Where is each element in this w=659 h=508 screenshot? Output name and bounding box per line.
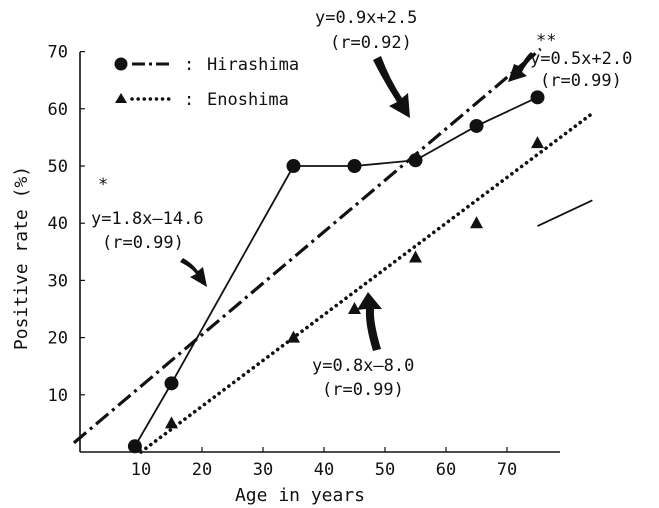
data-point-enoshima xyxy=(409,250,422,263)
annotation-r-value: (r=0.92) xyxy=(330,33,412,53)
y-axis-label: Positive rate (%) xyxy=(11,166,32,350)
legend-label-enoshima: Enoshima xyxy=(207,90,289,110)
annotation-marker: * xyxy=(98,175,108,195)
data-point-enoshima xyxy=(165,416,178,429)
x-tick-label: 20 xyxy=(192,460,212,480)
x-tick-label: 30 xyxy=(253,460,273,480)
legend-separator: : xyxy=(184,55,194,75)
legend-circle-marker xyxy=(114,57,128,71)
y-tick-label: 40 xyxy=(48,214,68,234)
y-tick-label: 70 xyxy=(48,43,68,63)
data-point-hirashima xyxy=(469,118,484,133)
data-point-hirashima xyxy=(530,90,545,105)
ticks: 10 20 30 40 50 60 70 10 20 30 40 50 60 70 xyxy=(48,43,518,480)
data-point-hirashima xyxy=(408,153,423,168)
annotation-r-value: (r=0.99) xyxy=(540,71,622,91)
regression-lines xyxy=(72,47,595,454)
annotation-r-value: (r=0.99) xyxy=(102,233,184,253)
annotation-enoshima: y=0.8x–8.0 (r=0.99) xyxy=(312,292,414,400)
annotation-marker: ** xyxy=(536,31,556,51)
legend-triangle-marker xyxy=(115,93,127,103)
axes xyxy=(79,52,560,453)
x-tick-label: 10 xyxy=(131,460,151,480)
regression-line-hirashima-solid xyxy=(537,199,593,227)
data-point-enoshima xyxy=(531,136,544,149)
annotation-hirashima-young: * y=1.8x–14.6 (r=0.99) xyxy=(91,175,207,287)
annotation-hirashima-old: ** y=0.5x+2.0 (r=0.99) xyxy=(508,31,632,91)
x-tick-label: 70 xyxy=(497,460,517,480)
annotation-equation: y=0.9x+2.5 xyxy=(315,8,417,28)
legend-separator: : xyxy=(184,90,194,110)
annotation-hirashima-overall: y=0.9x+2.5 (r=0.92) xyxy=(315,8,417,118)
data-point-enoshima xyxy=(470,216,483,229)
annotation-equation: y=1.8x–14.6 xyxy=(91,209,204,229)
y-tick-label: 50 xyxy=(48,157,68,177)
regression-line-hirashima-dash-dot xyxy=(72,47,542,445)
legend-item-enoshima: : Enoshima xyxy=(115,90,289,110)
annotation-r-value: (r=0.99) xyxy=(322,380,404,400)
annotations: * y=1.8x–14.6 (r=0.99) y=0.9x+2.5 (r=0.9… xyxy=(91,8,632,400)
annotation-equation: y=0.8x–8.0 xyxy=(312,356,414,376)
regression-line-enoshima-dotted xyxy=(139,111,595,454)
y-tick-label: 60 xyxy=(48,100,68,120)
data-point-hirashima xyxy=(127,439,142,454)
data-point-hirashima xyxy=(164,376,179,391)
y-tick-label: 10 xyxy=(48,386,68,406)
legend-item-hirashima: : Hirashima xyxy=(114,55,299,75)
data-point-hirashima xyxy=(286,159,301,173)
x-axis-label: Age in years xyxy=(235,485,365,506)
x-tick-label: 60 xyxy=(436,460,456,480)
annotation-arrow xyxy=(508,52,535,82)
data-point-hirashima xyxy=(347,159,362,173)
annotation-arrow xyxy=(180,258,207,287)
x-tick-label: 40 xyxy=(314,460,334,480)
x-tick-label: 50 xyxy=(375,460,395,480)
markers xyxy=(127,90,545,454)
annotation-arrow xyxy=(357,292,382,351)
data-point-enoshima xyxy=(348,302,361,314)
legend-label-hirashima: Hirashima xyxy=(207,55,299,75)
annotation-equation: y=0.5x+2.0 xyxy=(530,49,632,69)
y-tick-label: 20 xyxy=(48,329,68,349)
annotation-arrow xyxy=(373,56,410,118)
y-tick-label: 30 xyxy=(48,271,68,291)
legend: : Hirashima : Enoshima xyxy=(114,55,299,110)
data-point-enoshima xyxy=(287,330,300,343)
